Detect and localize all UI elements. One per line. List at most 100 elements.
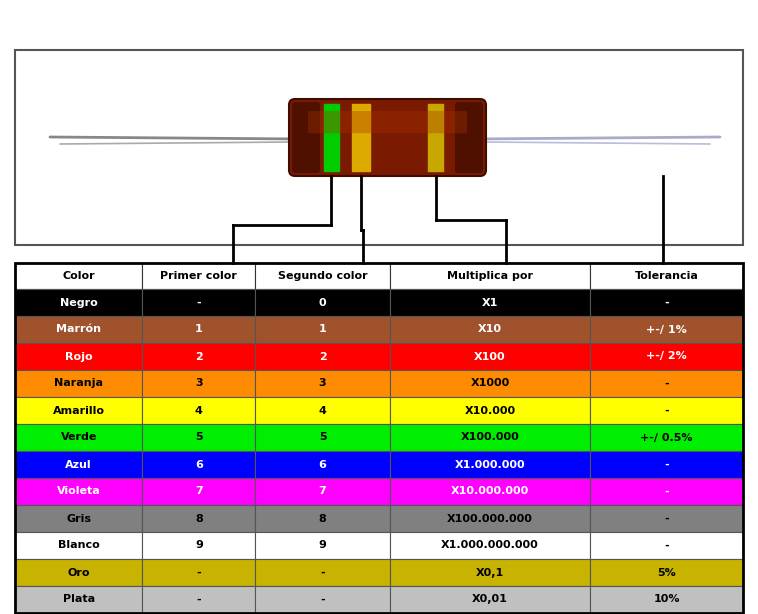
- Bar: [143, 316, 255, 343]
- Bar: [15, 289, 143, 316]
- Bar: [590, 478, 743, 505]
- Bar: [143, 424, 255, 451]
- Bar: [15, 50, 743, 245]
- Bar: [390, 397, 590, 424]
- Bar: [15, 343, 143, 370]
- Bar: [143, 370, 255, 397]
- Text: Oro: Oro: [67, 567, 90, 578]
- Bar: [15, 316, 143, 343]
- Text: X1000: X1000: [471, 378, 509, 389]
- Bar: [143, 505, 255, 532]
- Bar: [390, 586, 590, 613]
- Text: -: -: [321, 594, 325, 605]
- Text: -: -: [196, 594, 201, 605]
- Bar: [143, 559, 255, 586]
- Bar: [590, 370, 743, 397]
- Text: X100.000.000: X100.000.000: [447, 513, 533, 524]
- Text: 9: 9: [318, 540, 327, 551]
- Bar: [255, 397, 390, 424]
- Bar: [143, 289, 255, 316]
- Bar: [590, 316, 743, 343]
- Text: 4: 4: [195, 405, 202, 416]
- Text: 8: 8: [195, 513, 202, 524]
- Bar: [15, 451, 143, 478]
- Text: X0,1: X0,1: [476, 567, 504, 578]
- Bar: [590, 289, 743, 316]
- Bar: [15, 397, 143, 424]
- Bar: [15, 559, 143, 586]
- Bar: [255, 424, 390, 451]
- Text: 7: 7: [195, 486, 202, 497]
- Text: X100: X100: [475, 351, 506, 362]
- Text: Color: Color: [62, 271, 95, 281]
- Bar: [428, 104, 443, 171]
- Text: Rojo: Rojo: [65, 351, 92, 362]
- Text: 9: 9: [195, 540, 202, 551]
- FancyBboxPatch shape: [292, 102, 320, 173]
- Text: Segundo color: Segundo color: [277, 271, 368, 281]
- Text: X10.000: X10.000: [465, 405, 515, 416]
- Bar: [590, 263, 743, 289]
- Text: -: -: [664, 405, 669, 416]
- Text: Verde: Verde: [61, 432, 97, 443]
- Bar: [352, 104, 370, 171]
- Bar: [255, 289, 390, 316]
- Bar: [255, 505, 390, 532]
- Bar: [390, 289, 590, 316]
- Bar: [390, 559, 590, 586]
- Text: X100.000: X100.000: [461, 432, 519, 443]
- Bar: [15, 263, 143, 289]
- Bar: [143, 397, 255, 424]
- Text: 8: 8: [318, 513, 327, 524]
- Bar: [390, 478, 590, 505]
- Text: 5%: 5%: [657, 567, 676, 578]
- Text: Blanco: Blanco: [58, 540, 99, 551]
- Bar: [390, 316, 590, 343]
- Text: Multiplica por: Multiplica por: [447, 271, 533, 281]
- Text: -: -: [664, 540, 669, 551]
- Bar: [324, 104, 339, 171]
- Text: Primer color: Primer color: [161, 271, 237, 281]
- Bar: [255, 451, 390, 478]
- Text: 1: 1: [195, 325, 202, 335]
- Bar: [590, 343, 743, 370]
- FancyBboxPatch shape: [455, 102, 483, 173]
- Text: Gris: Gris: [66, 513, 91, 524]
- Bar: [390, 343, 590, 370]
- Bar: [15, 263, 743, 613]
- Text: -: -: [196, 298, 201, 308]
- Bar: [143, 532, 255, 559]
- Text: Azul: Azul: [65, 459, 92, 470]
- Bar: [255, 532, 390, 559]
- Text: -: -: [664, 486, 669, 497]
- Text: Tolerancia: Tolerancia: [634, 271, 699, 281]
- Bar: [255, 316, 390, 343]
- Bar: [390, 451, 590, 478]
- Text: +-/ 1%: +-/ 1%: [646, 325, 687, 335]
- Text: -: -: [196, 567, 201, 578]
- Text: 2: 2: [318, 351, 327, 362]
- Text: X0,01: X0,01: [472, 594, 508, 605]
- Bar: [590, 586, 743, 613]
- Text: X1.000.000: X1.000.000: [455, 459, 525, 470]
- Bar: [255, 559, 390, 586]
- Text: +-/ 2%: +-/ 2%: [646, 351, 687, 362]
- Bar: [143, 586, 255, 613]
- Bar: [590, 505, 743, 532]
- Bar: [590, 532, 743, 559]
- Bar: [390, 263, 590, 289]
- Text: -: -: [664, 378, 669, 389]
- Text: 3: 3: [195, 378, 202, 389]
- Bar: [143, 263, 255, 289]
- Text: 5: 5: [195, 432, 202, 443]
- Bar: [590, 397, 743, 424]
- Text: X10: X10: [478, 325, 502, 335]
- Text: Negro: Negro: [60, 298, 98, 308]
- Bar: [255, 343, 390, 370]
- Bar: [590, 424, 743, 451]
- FancyBboxPatch shape: [289, 99, 486, 176]
- Bar: [143, 343, 255, 370]
- Bar: [255, 586, 390, 613]
- Bar: [15, 478, 143, 505]
- Text: X1.000.000.000: X1.000.000.000: [441, 540, 539, 551]
